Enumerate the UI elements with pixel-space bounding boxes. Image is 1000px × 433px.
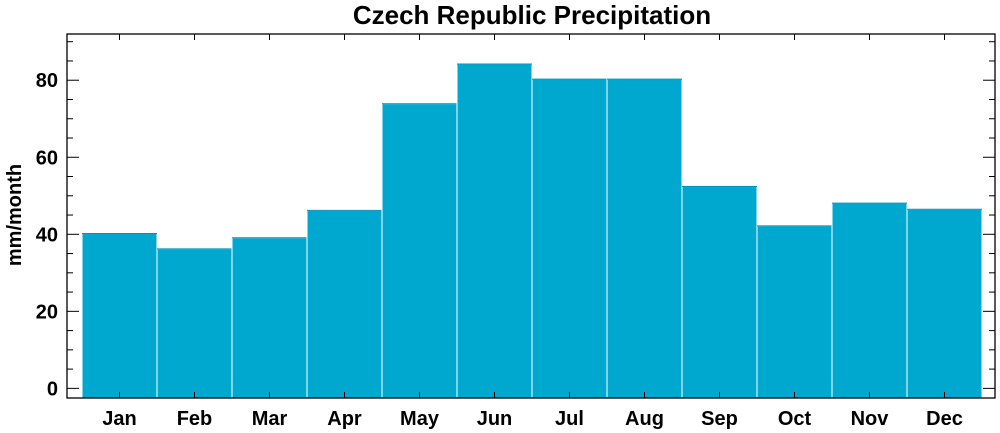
bar-jun: [456, 63, 533, 399]
x-tick-label-jan: Jan: [102, 408, 136, 430]
x-tick-label-feb: Feb: [177, 408, 213, 430]
x-tick-label-aug: Aug: [625, 408, 664, 430]
x-tick-label-sep: Sep: [701, 408, 738, 430]
y-tick-label-0: 0: [47, 378, 58, 400]
y-tick-label-20: 20: [36, 301, 58, 323]
bar-jan: [81, 233, 158, 399]
bar-jul: [531, 78, 608, 399]
x-tick-label-dec: Dec: [926, 408, 963, 430]
bar-feb: [156, 248, 233, 399]
bar-mar: [231, 237, 308, 399]
x-tick-label-oct: Oct: [778, 408, 812, 430]
bar-dec: [906, 208, 983, 399]
y-tick-label-60: 60: [36, 147, 58, 169]
bar-oct: [756, 225, 833, 399]
ticks-group: [67, 34, 995, 398]
chart-title: Czech Republic Precipitation: [353, 0, 711, 30]
x-tick-label-jun: Jun: [477, 408, 513, 430]
x-tick-label-apr: Apr: [327, 408, 362, 430]
x-tick-label-nov: Nov: [851, 408, 890, 430]
x-tick-label-jul: Jul: [555, 408, 584, 430]
bars-group: [81, 63, 983, 399]
y-axis-label: mm/month: [4, 164, 26, 266]
bar-sep: [681, 186, 758, 399]
bar-apr: [306, 209, 383, 399]
bar-may: [381, 103, 458, 399]
bar-aug: [606, 78, 683, 399]
y-tick-label-40: 40: [36, 224, 58, 246]
x-tick-label-mar: Mar: [252, 408, 288, 430]
bar-nov: [831, 202, 908, 399]
y-tick-label-80: 80: [36, 70, 58, 92]
tick-labels-group: Jan Feb Mar Apr May Jun Jul Aug Sep Oct Nov Dec 0 20 4…: [36, 70, 963, 430]
x-tick-label-may: May: [400, 408, 440, 430]
plot-frame: [66, 33, 996, 399]
